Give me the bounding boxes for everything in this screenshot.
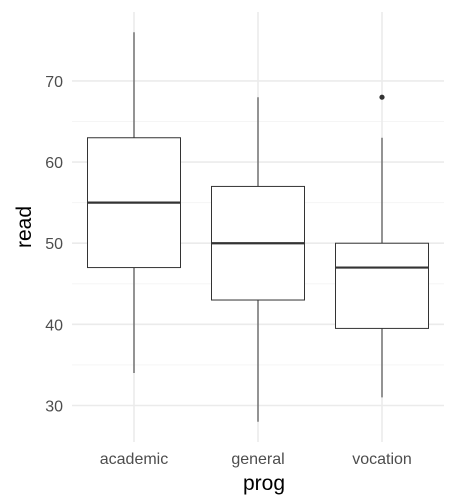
x-tick-label: academic <box>100 451 168 468</box>
boxes-layer <box>87 32 429 422</box>
x-tick-label: vocation <box>352 451 412 468</box>
y-tick-label: 70 <box>45 74 63 91</box>
box-rect <box>335 242 429 329</box>
box-general <box>211 97 305 422</box>
y-tick-labels: 30 40 50 60 70 <box>45 74 63 416</box>
y-axis-title: read <box>13 206 36 248</box>
y-tick-label: 40 <box>45 317 63 334</box>
y-tick-label: 50 <box>45 236 63 253</box>
outlier-point <box>379 94 385 100</box>
x-axis-title: prog <box>243 472 285 495</box>
x-tick-labels: academic general vocation <box>100 451 412 468</box>
box-academic <box>87 32 181 374</box>
x-tick-label: general <box>231 451 284 468</box>
box-vocation <box>335 94 429 398</box>
y-tick-label: 30 <box>45 398 63 415</box>
y-tick-label: 60 <box>45 155 63 172</box>
